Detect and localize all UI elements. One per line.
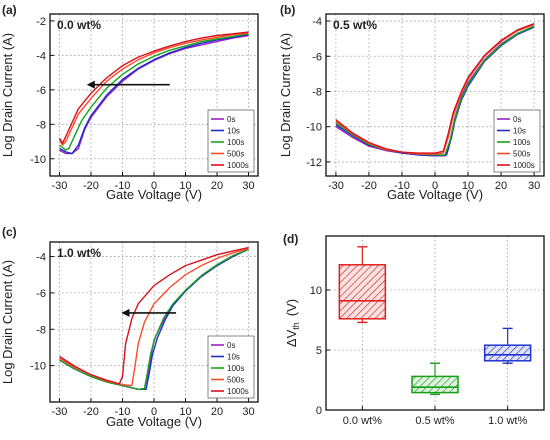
panel-a-series-10s bbox=[59, 34, 249, 155]
panel-b-y-tick-label: -6 bbox=[312, 51, 322, 63]
panel-d-y-tick-label: 10 bbox=[310, 285, 322, 297]
panel-a-legend-label: 0s bbox=[227, 115, 235, 124]
panel-a-series-1000s bbox=[58, 31, 249, 144]
panel-a-y-tick-label: -10 bbox=[30, 154, 46, 166]
panel-c-legend-label: 500s bbox=[227, 376, 244, 385]
panel-b-series-1000s bbox=[335, 23, 535, 154]
panel-c-y-tick-label: -8 bbox=[36, 324, 46, 336]
panel-d-y-axis-label: ΔVth (V) bbox=[284, 299, 301, 347]
panel-b-x-tick-label: 20 bbox=[495, 180, 507, 192]
panel-a-legend-label: 1000s bbox=[227, 161, 249, 170]
panel-b-y-axis-label: Log Drain Current (A) bbox=[278, 33, 293, 157]
panel-c-y-tick-label: -4 bbox=[36, 252, 46, 264]
panel-a-y-tick-label: -4 bbox=[36, 50, 46, 62]
panel-a-x-tick-label: -30 bbox=[52, 180, 68, 192]
panel-c-y-axis-label: Log Drain Current (A) bbox=[0, 260, 15, 384]
panel-d-box-0.5 wt% bbox=[411, 375, 459, 394]
panel-c-y-tick-label: -6 bbox=[36, 288, 46, 300]
panel-c-legend-box bbox=[207, 335, 255, 399]
panel-d-category-label: 0.0 wt% bbox=[343, 415, 382, 427]
panel-b-x-tick-label: 10 bbox=[462, 180, 474, 192]
panel-a-legend-label: 500s bbox=[227, 150, 244, 159]
panel-d-y-label-unit: (V) bbox=[284, 299, 299, 316]
panel-b-legend-box bbox=[493, 109, 541, 173]
panel-c-x-tick-label: -20 bbox=[83, 406, 99, 418]
panel-b-annotation: 0.5 wt% bbox=[333, 18, 377, 32]
panel-a-y-axis-label: Log Drain Current (A) bbox=[0, 33, 15, 157]
panel-c-x-tick-label: -10 bbox=[115, 406, 131, 418]
panel-b-y-tick-label: -12 bbox=[306, 157, 322, 169]
panel-a-y-tick-label: -6 bbox=[36, 85, 46, 97]
panel-a-legend-label: 10s bbox=[227, 127, 240, 136]
panel-d: (d) 0.0 wt% 0.5 wt% 1.0 wt% 0 5 10 ΔVth (V) bbox=[283, 232, 545, 427]
panel-a-letter: (a) bbox=[2, 3, 17, 17]
panel-c-annotation: 1.0 wt% bbox=[57, 246, 101, 260]
panel-b-x-tick-label: 0 bbox=[432, 180, 438, 192]
panel-a-y-tick-label: -8 bbox=[36, 119, 46, 131]
panel-b-letter: (b) bbox=[280, 3, 295, 17]
panel-c-y-tick-label: -10 bbox=[30, 361, 46, 373]
panel-c-legend-label: 10s bbox=[227, 353, 240, 362]
panel-b-legend-label: 10s bbox=[513, 127, 526, 136]
panel-c-series-1000s bbox=[59, 246, 249, 385]
panel-b-legend-label: 0s bbox=[513, 115, 521, 124]
panel-d-category-label: 0.5 wt% bbox=[415, 415, 454, 427]
panel-c-legend-label: 100s bbox=[227, 364, 244, 373]
panel-c-letter: (c) bbox=[2, 225, 17, 239]
panel-d-y-label-main: ΔV bbox=[284, 329, 299, 347]
panel-a-x-tick-label: -10 bbox=[115, 180, 131, 192]
panel-c-x-axis-label: Gate Voltage (V) bbox=[106, 414, 202, 429]
panel-c-legend-label: 0s bbox=[227, 341, 235, 350]
panel-c-x-tick-label: 0 bbox=[151, 406, 157, 418]
panel-c-x-tick-label: 20 bbox=[211, 406, 223, 418]
panel-a-y-tick-label: -2 bbox=[36, 16, 46, 28]
panel-b-y-tick-label: -8 bbox=[312, 86, 322, 98]
panel-b-x-tick-label: -10 bbox=[394, 180, 410, 192]
panel-c-x-tick-label: 30 bbox=[242, 406, 254, 418]
panel-c-legend-label: 1000s bbox=[227, 387, 249, 396]
panel-b-y-tick-label: -4 bbox=[312, 16, 322, 28]
panel-b-x-tick-label: -30 bbox=[328, 180, 344, 192]
panel-b-x-axis-label: Gate Voltage (V) bbox=[387, 187, 483, 202]
panel-a-series-0s bbox=[59, 34, 249, 155]
panel-a-series-100s bbox=[59, 33, 249, 151]
panel-b-y-tick-label: -10 bbox=[306, 122, 322, 134]
panel-d-y-tick-label: 5 bbox=[316, 345, 322, 357]
panel-a-x-tick-label: 10 bbox=[179, 180, 191, 192]
panel-c: (c) -30 -20 -10 0 10 20 30 -10 -8 -6 -4 1.0 wt% 0s… bbox=[0, 225, 259, 429]
panel-c-x-tick-label: -30 bbox=[52, 406, 68, 418]
panel-a-legend-label: 100s bbox=[227, 138, 244, 147]
panel-b-legend-label: 1000s bbox=[513, 161, 535, 170]
panel-d-y-tick-label: 0 bbox=[316, 405, 322, 417]
panel-a-annotation: 0.0 wt% bbox=[57, 18, 101, 32]
panel-d-letter: (d) bbox=[283, 232, 298, 246]
panel-a: (a) -30 -20 -10 0 10 20 30-10-8-6-4-2 0.0 wt% … bbox=[0, 3, 259, 202]
panel-d-box-1.0 wt% bbox=[483, 344, 532, 362]
panel-a-x-tick-label: 0 bbox=[151, 180, 157, 192]
panel-a-series-500s bbox=[58, 32, 249, 146]
panel-d-category-label: 1.0 wt% bbox=[488, 415, 527, 427]
panel-a-x-tick-label: -20 bbox=[83, 180, 99, 192]
panel-a-x-tick-label: 30 bbox=[242, 180, 254, 192]
panel-a-x-axis-label: Gate Voltage (V) bbox=[106, 187, 202, 202]
panel-c-x-tick-label: 10 bbox=[179, 406, 191, 418]
panel-d-box-0.0 wt% bbox=[338, 264, 387, 320]
panel-b-x-tick-label: 30 bbox=[528, 180, 540, 192]
panel-d-y-label-sub: th bbox=[291, 322, 301, 330]
panel-c-series-100s bbox=[59, 248, 249, 390]
panel-a-x-tick-label: 20 bbox=[211, 180, 223, 192]
panel-b: (b) -30 -20 -10 0 10 20 30 -12 -10 -8 -6 -4 0.5 wt%… bbox=[278, 3, 545, 202]
panel-b-legend-label: 500s bbox=[513, 150, 530, 159]
panel-b-x-tick-label: -20 bbox=[361, 180, 377, 192]
panel-b-legend-label: 100s bbox=[513, 138, 530, 147]
panel-a-legend-box bbox=[207, 109, 255, 173]
